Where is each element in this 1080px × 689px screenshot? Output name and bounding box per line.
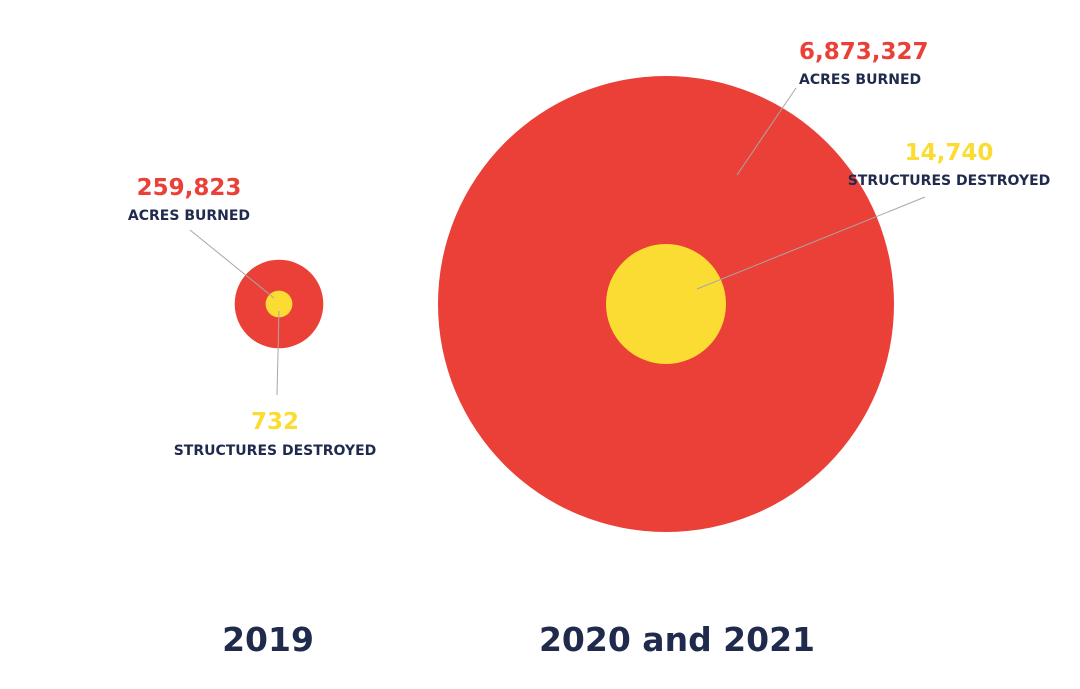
acres-leader-line-2019: [189, 229, 275, 299]
acres-leader-line-2020-2021: [736, 87, 797, 176]
structures-leader-line-2020-2021: [696, 196, 926, 290]
structures-destroyed-circle-2020-2021: [606, 244, 726, 364]
acres-burned-label-2020-2021: ACRES BURNED: [799, 72, 921, 88]
group-2019: 259,823 ACRES BURNED 732 STRUCTURES DEST…: [128, 175, 376, 659]
structures-destroyed-circle-2019: [265, 290, 293, 318]
period-label-2019: 2019: [222, 620, 314, 659]
structures-destroyed-value-2020-2021: 14,740: [905, 140, 994, 166]
acres-burned-value-2020-2021: 6,873,327: [799, 39, 929, 65]
period-label-2020-2021: 2020 and 2021: [539, 620, 815, 659]
group-2020-2021: 6,873,327 ACRES BURNED 14,740 STRUCTURES…: [438, 39, 1050, 659]
structures-destroyed-label-2020-2021: STRUCTURES DESTROYED: [848, 173, 1051, 189]
structures-destroyed-value-2019: 732: [251, 409, 299, 435]
structures-destroyed-label-2019: STRUCTURES DESTROYED: [174, 443, 377, 459]
structures-leader-line-2019: [276, 310, 280, 396]
acres-burned-value-2019: 259,823: [137, 175, 242, 201]
acres-burned-label-2019: ACRES BURNED: [128, 208, 250, 224]
